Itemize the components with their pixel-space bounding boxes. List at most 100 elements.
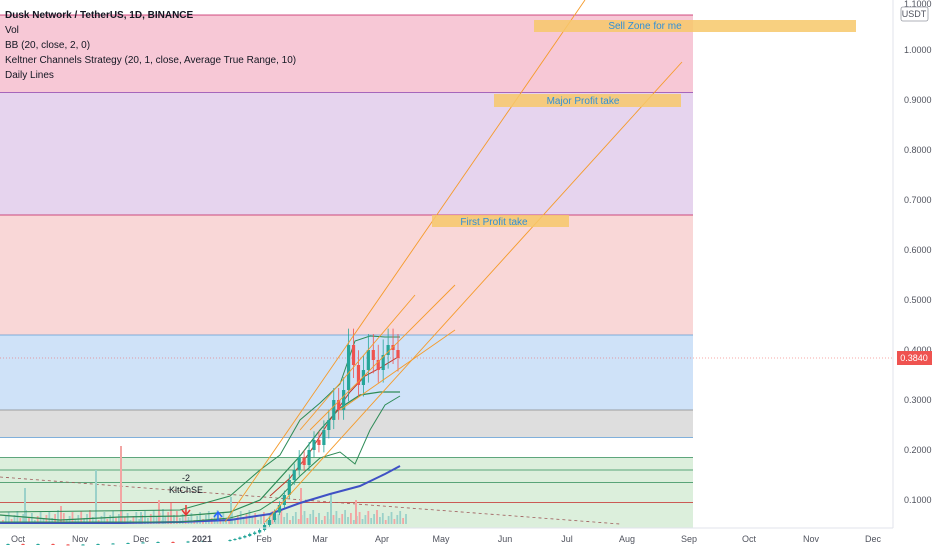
time-tick-label: Jun bbox=[498, 534, 513, 544]
candle-body bbox=[381, 355, 385, 370]
price-tick-label: 0.5000 bbox=[904, 295, 932, 305]
candle-body bbox=[238, 537, 242, 539]
time-tick-label: 2021 bbox=[192, 534, 212, 544]
candle-body bbox=[253, 532, 257, 534]
volume-spike bbox=[95, 470, 97, 524]
first-profit-box[interactable] bbox=[432, 215, 569, 227]
volume-bar bbox=[335, 511, 338, 524]
volume-bar bbox=[207, 511, 210, 524]
candle-body bbox=[186, 541, 190, 543]
volume-bar bbox=[115, 518, 117, 524]
volume-bar bbox=[36, 516, 39, 524]
volume-spike bbox=[140, 512, 142, 524]
candle-body bbox=[371, 350, 375, 360]
volume-bar bbox=[118, 514, 120, 524]
volume-bar bbox=[303, 511, 306, 524]
candle-body bbox=[277, 505, 282, 513]
candle-body bbox=[302, 457, 306, 465]
volume-bar bbox=[251, 517, 254, 524]
volume-bar bbox=[132, 516, 135, 524]
trend-line bbox=[224, 0, 586, 523]
volume-spike bbox=[158, 500, 160, 524]
volume-bar bbox=[100, 516, 103, 524]
major-profit-box[interactable] bbox=[494, 94, 681, 107]
strategy-count: -2 bbox=[182, 473, 190, 483]
volume-bar bbox=[312, 510, 315, 524]
volume-bar bbox=[271, 511, 274, 524]
bb-basis-line bbox=[0, 391, 400, 521]
volume-bar bbox=[257, 520, 259, 524]
strategy-label: KltChSE bbox=[169, 485, 203, 495]
candle-body bbox=[361, 370, 366, 385]
volume-bar bbox=[187, 517, 190, 524]
candle-body bbox=[21, 544, 25, 545]
candle-body bbox=[396, 350, 400, 358]
volume-bar bbox=[265, 519, 268, 524]
candle-body bbox=[233, 539, 237, 540]
volume-bar bbox=[4, 516, 7, 524]
volume-bar bbox=[45, 515, 48, 524]
volume-bar bbox=[347, 517, 349, 524]
volume-spike bbox=[60, 506, 62, 524]
volume-bar bbox=[91, 517, 94, 524]
volume-bar bbox=[28, 517, 30, 524]
trend-line bbox=[264, 61, 683, 523]
time-tick-label: Dec bbox=[133, 534, 150, 544]
volume-bar bbox=[62, 513, 65, 524]
symbol-title[interactable]: Dusk Network / TetherUS, 1D, BINANCE bbox=[5, 10, 194, 21]
candle-body bbox=[111, 543, 115, 545]
volume-bar bbox=[306, 518, 309, 524]
volume-bar bbox=[280, 510, 283, 524]
legend-item-daily-lines[interactable]: Daily Lines bbox=[5, 70, 54, 81]
volume-bar bbox=[332, 515, 335, 524]
volume-bar bbox=[83, 518, 85, 524]
price-axis[interactable]: 1.1000 USDT 1.0000 0.9000 0.8000 0.7000 0.60… bbox=[892, 0, 932, 528]
time-axis[interactable]: Oct Nov Dec 2021 Feb Mar Apr May Jun Jul Aug Sep Oct… bbox=[0, 527, 893, 544]
volume-bar bbox=[263, 512, 265, 524]
volume-bar bbox=[350, 513, 352, 524]
legend-item-bb[interactable]: BB (20, close, 2, 0) bbox=[5, 40, 91, 51]
volume-bar bbox=[57, 510, 59, 524]
candle-body bbox=[156, 542, 160, 543]
time-tick-label: May bbox=[432, 534, 450, 544]
volume-bar bbox=[254, 513, 257, 524]
volume-bar bbox=[361, 519, 364, 524]
candle-body bbox=[376, 360, 380, 370]
candle-body bbox=[272, 512, 277, 520]
downtrend-line bbox=[0, 476, 621, 525]
volume-bar bbox=[176, 511, 178, 524]
volume-bar bbox=[149, 514, 152, 524]
volume-bar bbox=[338, 518, 341, 524]
volume-bar bbox=[283, 517, 286, 524]
trend-lines[interactable] bbox=[224, 0, 683, 523]
volume-spike bbox=[355, 500, 357, 524]
volume-bar bbox=[155, 517, 158, 524]
volume-spike bbox=[300, 488, 302, 524]
price-tick-label: 0.1000 bbox=[904, 495, 932, 505]
volume-spike bbox=[24, 488, 26, 524]
volume-bar bbox=[225, 520, 228, 524]
volume-bar bbox=[297, 519, 300, 524]
volume-bar bbox=[173, 515, 175, 524]
volume-bar bbox=[13, 515, 16, 524]
time-tick-label: Aug bbox=[619, 534, 635, 544]
sell-zone-label: Sell Zone for me bbox=[608, 21, 682, 32]
bb-upper-line bbox=[0, 335, 400, 513]
candle-body bbox=[81, 544, 85, 546]
candle-body bbox=[51, 544, 55, 545]
sell-zone-box[interactable] bbox=[534, 20, 856, 32]
currency-badge[interactable] bbox=[900, 6, 929, 22]
volume-bar bbox=[341, 514, 344, 524]
legend-item-vol[interactable]: Vol bbox=[5, 25, 19, 36]
volume-bar bbox=[376, 510, 378, 524]
candle-body bbox=[36, 544, 40, 545]
candle-body bbox=[337, 400, 341, 410]
candle-body bbox=[342, 390, 346, 410]
candle-body bbox=[141, 542, 145, 544]
volume-bar bbox=[16, 511, 19, 524]
candle-body bbox=[267, 520, 272, 525]
bb-lower-line bbox=[0, 395, 401, 523]
volume-bar bbox=[370, 518, 373, 524]
legend-item-keltner[interactable]: Keltner Channels Strategy (20, 1, close,… bbox=[5, 55, 297, 66]
